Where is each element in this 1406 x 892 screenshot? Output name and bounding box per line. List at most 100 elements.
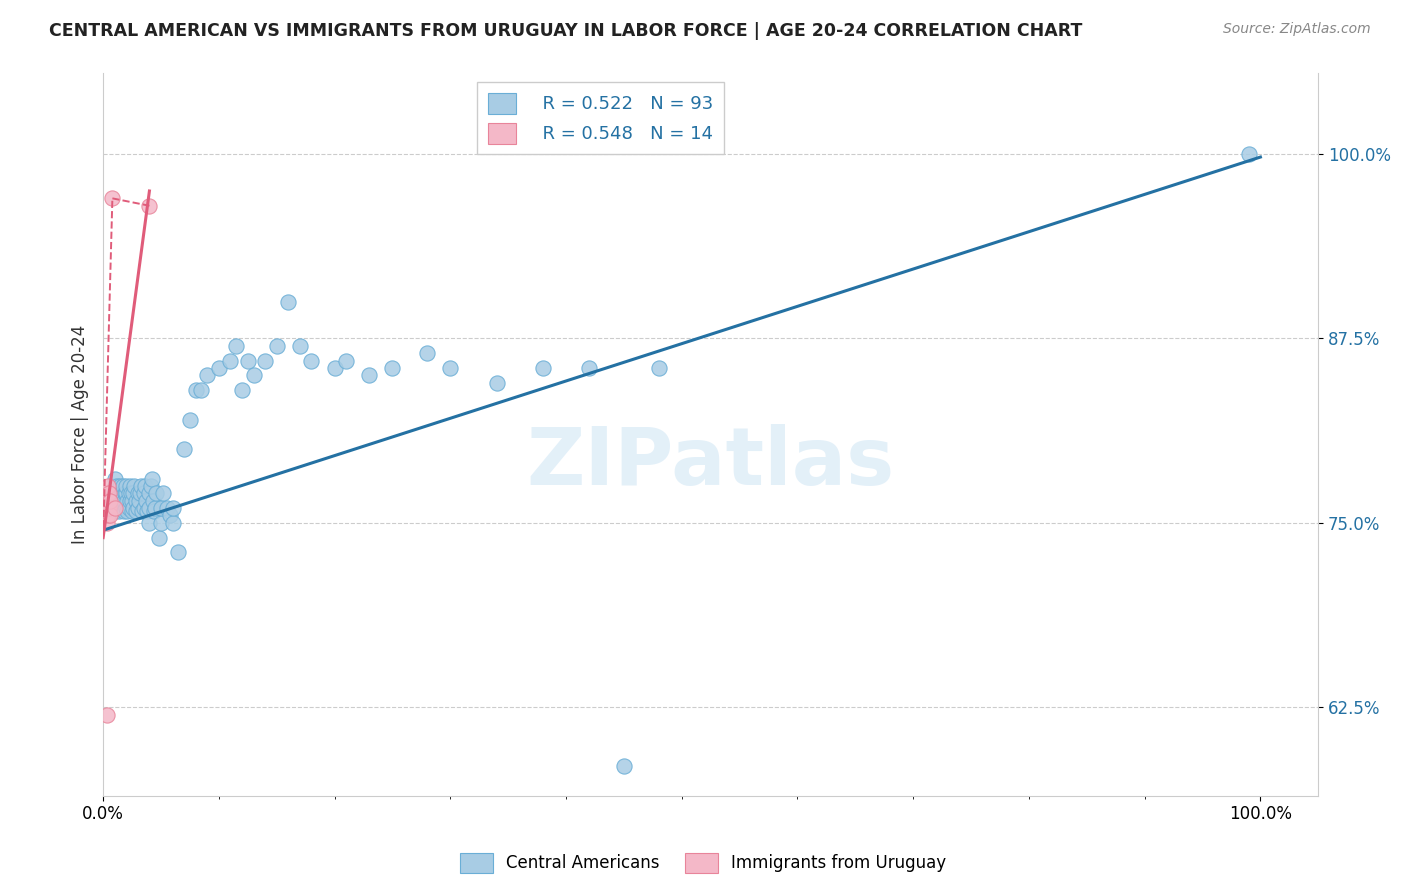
Point [141, 472, 163, 486]
Point [98, 493, 121, 508]
Point [143, 504, 166, 518]
Point [124, 504, 146, 518]
Point [101, 501, 124, 516]
Point [115, 486, 138, 500]
Point [150, 501, 173, 516]
Point [208, 361, 231, 376]
Point [335, 353, 357, 368]
Point [132, 486, 155, 500]
Point [98, 508, 121, 523]
Point [323, 361, 346, 376]
Point [117, 486, 139, 500]
Point [118, 479, 141, 493]
Point [138, 501, 160, 516]
Point [359, 368, 381, 383]
Point [219, 353, 242, 368]
Point [121, 493, 143, 508]
Point [105, 501, 128, 516]
Point [107, 493, 129, 508]
Point [647, 361, 669, 376]
Point [156, 501, 179, 516]
Point [97, 501, 120, 516]
Point [485, 376, 508, 390]
Point [104, 484, 127, 499]
Point [111, 501, 134, 516]
Legend: Central Americans, Immigrants from Uruguay: Central Americans, Immigrants from Urugu… [453, 847, 953, 880]
Point [97, 486, 120, 500]
Point [105, 479, 128, 493]
Point [110, 479, 132, 493]
Point [139, 479, 162, 493]
Legend:   R = 0.522   N = 93,   R = 0.548   N = 14: R = 0.522 N = 93, R = 0.548 N = 14 [477, 82, 724, 154]
Point [381, 361, 404, 376]
Point [112, 493, 135, 508]
Point [114, 486, 136, 500]
Point [97, 508, 120, 523]
Point [115, 479, 138, 493]
Point [96, 486, 118, 500]
Point [104, 479, 127, 493]
Point [266, 339, 288, 353]
Point [231, 383, 253, 397]
Point [152, 486, 174, 500]
Point [254, 353, 277, 368]
Point [190, 383, 212, 397]
Point [159, 508, 181, 523]
Point [121, 504, 143, 518]
Point [127, 501, 149, 516]
Point [136, 504, 159, 518]
Point [124, 493, 146, 508]
Point [96, 516, 118, 530]
Point [277, 294, 299, 309]
Point [101, 191, 124, 205]
Point [112, 504, 135, 518]
Point [613, 759, 636, 773]
Text: Source: ZipAtlas.com: Source: ZipAtlas.com [1223, 22, 1371, 37]
Point [148, 531, 170, 545]
Point [236, 353, 259, 368]
Point [115, 501, 138, 516]
Point [416, 346, 439, 360]
Point [127, 486, 149, 500]
Point [104, 472, 127, 486]
Point [117, 493, 139, 508]
Text: CENTRAL AMERICAN VS IMMIGRANTS FROM URUGUAY IN LABOR FORCE | AGE 20-24 CORRELATI: CENTRAL AMERICAN VS IMMIGRANTS FROM URUG… [49, 22, 1083, 40]
Point [138, 516, 160, 530]
Point [162, 516, 184, 530]
Point [195, 368, 218, 383]
Point [242, 368, 264, 383]
Point [143, 501, 166, 516]
Point [117, 501, 139, 516]
Point [138, 486, 160, 500]
Point [132, 501, 155, 516]
Point [110, 498, 132, 512]
Point [128, 493, 150, 508]
Point [111, 479, 134, 493]
Text: ZIPatlas: ZIPatlas [527, 425, 894, 502]
Point [134, 479, 156, 493]
Point [142, 493, 165, 508]
Point [97, 493, 120, 508]
Point [118, 493, 141, 508]
Point [117, 504, 139, 518]
Point [179, 412, 201, 426]
Point [135, 493, 157, 508]
Point [110, 486, 132, 500]
Point [131, 504, 153, 518]
Point [96, 501, 118, 516]
Point [97, 479, 120, 493]
Point [439, 361, 461, 376]
Point [301, 353, 323, 368]
Point [184, 383, 207, 397]
Point [129, 486, 152, 500]
Point [122, 486, 145, 500]
Point [162, 501, 184, 516]
Point [122, 501, 145, 516]
Point [120, 486, 142, 500]
Point [124, 479, 146, 493]
Point [108, 504, 131, 518]
Point [131, 479, 153, 493]
Point [138, 199, 160, 213]
Point [225, 339, 247, 353]
Point [288, 339, 311, 353]
